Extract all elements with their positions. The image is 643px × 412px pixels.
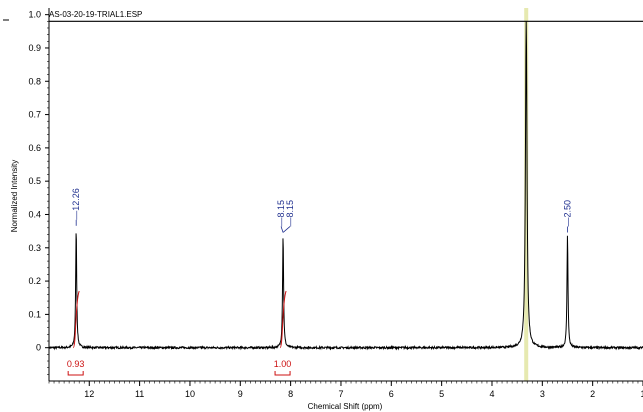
integral-curve [72,290,80,349]
integral-layer: 0.93 1.00 [67,290,292,376]
integral-value-label: 1.00 [274,359,292,369]
x-tick-label: 9 [238,389,243,399]
x-tick-label: 3 [540,389,545,399]
peak-label: —8.15 [276,200,286,227]
chart-title: AS-03-20-19-TRIAL1.ESP [49,10,142,19]
y-tick-label: 0.6 [28,143,41,153]
peak-label-leader [282,226,291,233]
y-tick-label: 0.9 [28,43,41,53]
x-tick-label: 11 [135,389,144,399]
peak-label-layer: —12.26 —8.15 —8.15 —2.50 [71,188,572,233]
spectrum-line [48,21,643,351]
integral-bracket [67,371,84,376]
x-tick-label: 6 [389,389,394,399]
y-axis-title: Normalized Intensity [10,160,19,232]
x-axis-title: Chemical Shift (ppm) [308,402,383,411]
x-tick-label: 4 [489,389,494,399]
integral-value-label: 0.93 [67,359,85,369]
y-tick-label: 1.0 [28,10,41,20]
x-tick-label: 10 [185,389,195,399]
x-tick-label: 12 [84,389,94,399]
y-tick-label: 0.7 [28,110,41,120]
y-tick-label: 0.5 [28,176,41,186]
integral-curve [279,290,287,349]
highlight-band [524,8,529,381]
peak-label: —2.50 [562,200,572,227]
peak-label: —8.15 [285,200,295,227]
y-tick-label: 0.2 [28,276,41,286]
y-tick-label: 0.8 [28,76,41,86]
x-tick-label: 1 [640,389,643,399]
x-tick-label: 8 [288,389,293,399]
x-tick-label: 2 [590,389,595,399]
x-tick-label: 5 [439,389,444,399]
y-tick-label: 0 [36,343,41,353]
highlight-layer [524,8,529,381]
x-tick-label: 7 [338,389,343,399]
spectrum-layer [48,21,643,351]
axes-layer: 00.10.20.30.40.50.60.70.80.91.012 11 10 9 8 7… [3,8,643,399]
y-tick-label: 0.3 [28,243,41,253]
peak-label: —12.26 [71,188,81,220]
y-tick-label: 0.1 [28,309,41,319]
peak-label-leader [280,226,284,233]
y-tick-label: 0.4 [28,209,41,219]
integral-bracket [274,371,291,376]
